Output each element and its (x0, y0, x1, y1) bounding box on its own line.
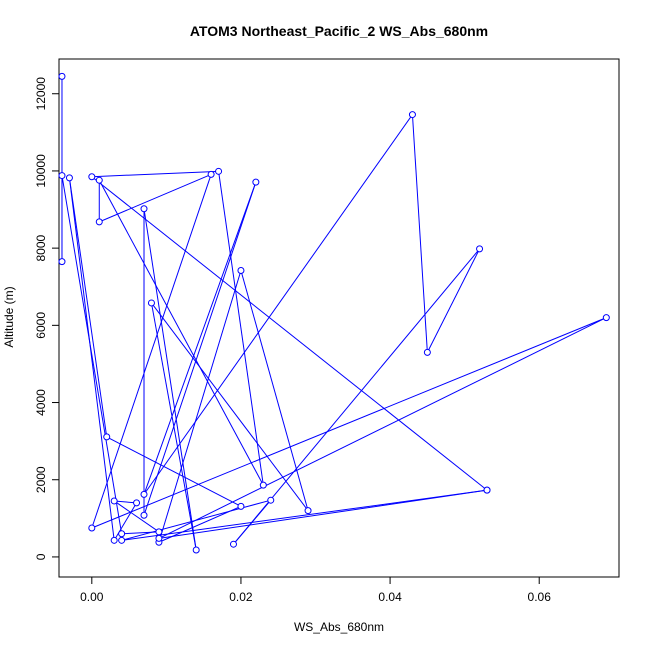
series-segment (143, 181, 257, 516)
series-segment (218, 171, 264, 486)
series-segment (233, 248, 480, 545)
data-point (58, 172, 66, 180)
data-point (155, 528, 163, 536)
x-axis-label: WS_Abs_680nm (294, 620, 384, 634)
data-point (229, 540, 237, 548)
series-segment (91, 176, 488, 491)
data-point (237, 267, 245, 275)
data-point (155, 534, 163, 542)
data-point (192, 546, 200, 554)
y-tick-label: 0 (34, 553, 48, 560)
series-segment (143, 181, 257, 495)
data-point (259, 481, 267, 489)
series-segment (114, 500, 137, 504)
series-segment (91, 174, 212, 529)
data-point (304, 507, 312, 515)
x-axis: 0.00 0.02 0.04 0.06 (80, 576, 552, 604)
series-segment (113, 502, 137, 541)
data-point (58, 258, 66, 266)
x-tick-label: 0.04 (378, 590, 402, 604)
data-point (483, 486, 491, 494)
data-point (252, 178, 260, 186)
data-point (147, 299, 155, 307)
data-point (133, 499, 141, 507)
data-point (118, 530, 126, 538)
y-tick-label: 4000 (34, 389, 48, 416)
data-point (110, 536, 118, 544)
data-point (88, 173, 96, 181)
series-segment (106, 436, 242, 507)
data-point (207, 170, 215, 178)
data-point (476, 245, 484, 253)
data-point (140, 511, 148, 519)
data-point (95, 176, 103, 184)
series-segment (158, 489, 488, 539)
series-segment (61, 175, 123, 534)
series-segment (411, 114, 428, 353)
y-tick-label: 2000 (34, 466, 48, 493)
x-tick-label: 0.02 (229, 590, 253, 604)
y-axis-label: Altitude (m) (2, 286, 16, 347)
data-point (103, 433, 111, 441)
data-point (215, 167, 223, 175)
series-layer (58, 72, 610, 554)
data-point (58, 72, 66, 80)
data-point (88, 524, 96, 532)
data-point (110, 497, 118, 505)
data-point (140, 490, 148, 498)
series-segment (98, 179, 264, 486)
data-point (65, 174, 73, 182)
y-tick-label: 8000 (34, 234, 48, 261)
data-point (408, 111, 416, 119)
series-segment (121, 489, 488, 541)
series-segment (68, 177, 108, 437)
y-axis: 0 2000 4000 6000 8000 10000 12000 (34, 77, 60, 560)
series-segment (143, 114, 413, 495)
series-segment (158, 317, 607, 539)
series-segment (151, 302, 309, 511)
x-tick-label: 0.00 (80, 590, 104, 604)
series-segment (91, 317, 607, 529)
data-point (423, 348, 431, 356)
data-point (95, 218, 103, 226)
x-tick-label: 0.06 (528, 590, 552, 604)
y-tick-label: 6000 (34, 312, 48, 339)
chart-title: ATOM3 Northeast_Pacific_2 WS_Abs_680nm (190, 23, 488, 39)
series-segment (113, 500, 160, 533)
series-segment (91, 170, 219, 178)
data-point (267, 496, 275, 504)
data-point (140, 205, 148, 213)
y-tick-label: 10000 (34, 154, 48, 188)
series-segment (158, 270, 242, 543)
data-point (237, 502, 245, 510)
data-point (118, 536, 126, 544)
data-point (602, 314, 610, 322)
series-segment (426, 248, 481, 353)
y-tick-label: 12000 (34, 77, 48, 111)
series-segment (68, 177, 115, 541)
series-segment (143, 208, 197, 551)
